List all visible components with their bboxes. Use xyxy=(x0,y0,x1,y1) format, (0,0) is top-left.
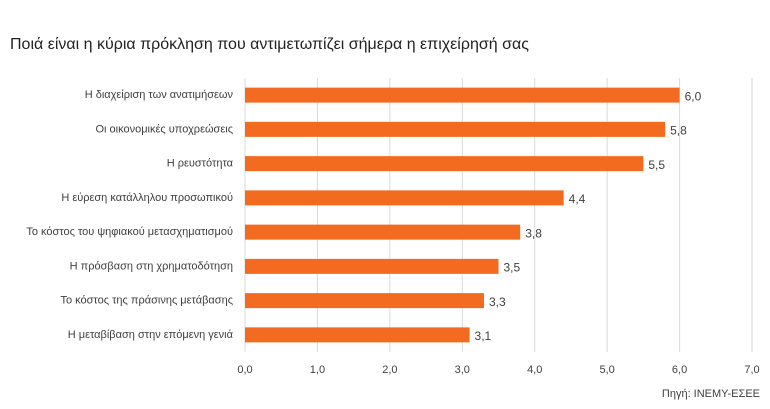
value-label: 3,3 xyxy=(489,295,506,309)
y-tick-label: Οι οικονομικές υποχρεώσεις xyxy=(96,123,234,135)
y-tick-label: Η μεταβίβαση στην επόμενη γενιά xyxy=(68,329,234,341)
x-tick-label: 2,0 xyxy=(382,364,397,376)
x-tick-label: 7,0 xyxy=(744,364,759,376)
x-tick-label: 3,0 xyxy=(455,364,470,376)
x-tick-label: 4,0 xyxy=(527,364,542,376)
value-label: 6,0 xyxy=(685,89,702,103)
bar xyxy=(245,258,499,274)
x-tick-label: 6,0 xyxy=(672,364,687,376)
y-tick-label: Η πρόσβαση στη χρηματοδότηση xyxy=(70,260,233,272)
value-label: 4,4 xyxy=(569,192,586,206)
x-tick-label: 0,0 xyxy=(237,364,252,376)
x-tick-label: 1,0 xyxy=(310,364,325,376)
bar xyxy=(245,87,680,103)
y-tick-label: Η διαχείριση των ανατιμήσεων xyxy=(85,89,234,101)
y-tick-label: Η ρευστότητα xyxy=(167,158,234,170)
bar xyxy=(245,121,666,137)
bar xyxy=(245,327,470,343)
y-tick-label: Το κόστος του ψηφιακού μετασχηματισμού xyxy=(26,226,233,238)
value-label: 5,5 xyxy=(648,158,665,172)
y-tick-label: Το κόστος της πράσινης μετάβασης xyxy=(60,295,233,307)
bar xyxy=(245,224,521,240)
x-tick-label: 5,0 xyxy=(599,364,614,376)
bar xyxy=(245,190,564,206)
value-label: 5,8 xyxy=(670,124,687,138)
source-note: Πηγή: ΙΝΕΜΥ-ΕΣΕΕ xyxy=(662,388,760,400)
value-label: 3,8 xyxy=(525,226,542,240)
bar xyxy=(245,293,485,309)
bar xyxy=(245,156,644,172)
value-label: 3,1 xyxy=(475,329,492,343)
value-label: 3,5 xyxy=(504,261,521,275)
y-tick-label: Η εύρεση κατάλληλου προσωπικού xyxy=(61,192,233,204)
chart-title: Ποιά είναι η κύρια πρόκληση που αντιμετω… xyxy=(10,36,529,53)
